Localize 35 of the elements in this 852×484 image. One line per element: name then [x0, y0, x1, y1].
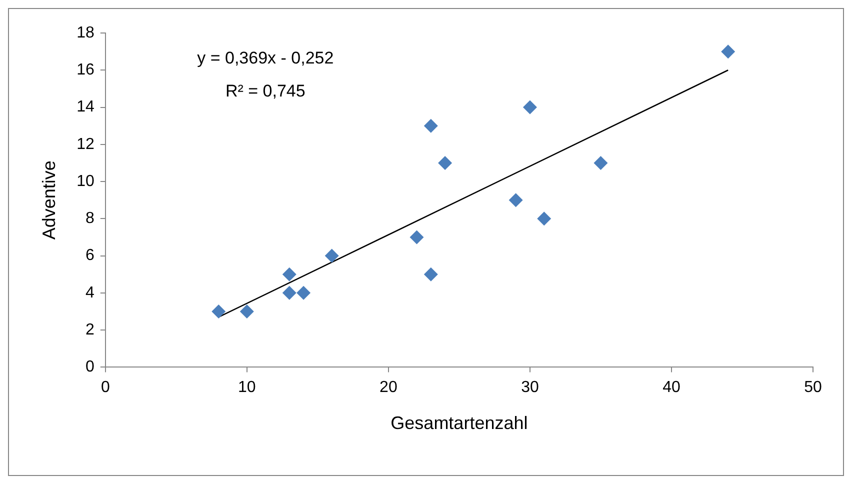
point [296, 286, 311, 300]
point [721, 44, 736, 59]
y-tick-label: 4 [85, 284, 94, 302]
x-tick-label: 0 [100, 379, 110, 396]
y-tick-label: 6 [85, 247, 94, 264]
point [537, 212, 552, 226]
x-tick-label: 40 [662, 379, 680, 396]
point [282, 286, 296, 300]
point [424, 118, 438, 133]
x-tick-label: 50 [804, 379, 822, 396]
y-tick-label: 0 [85, 358, 94, 376]
point [424, 267, 438, 282]
y-tick-label: 10 [76, 172, 94, 190]
y-tick-label: 2 [85, 321, 94, 338]
x-tick-label: 20 [380, 379, 398, 396]
point [410, 230, 424, 244]
x-axis-title: Gesamtartenzahl [390, 413, 528, 434]
x-tick-label: 30 [521, 379, 539, 396]
x-tick-label: 10 [238, 379, 256, 396]
point [324, 248, 339, 263]
annotation: y = 0,369x - 0,252 [197, 48, 334, 68]
y-tick-label: 8 [85, 210, 94, 228]
point [522, 100, 537, 114]
y-axis-title: Adventive [38, 160, 59, 240]
point [594, 156, 608, 170]
y-tick-label: 18 [76, 24, 94, 42]
y-tick-label: 14 [76, 98, 94, 116]
y-tick-label: 16 [76, 62, 94, 79]
point [212, 304, 226, 318]
point [282, 267, 296, 282]
point [438, 156, 452, 170]
point [508, 193, 523, 208]
y-tick-label: 12 [76, 136, 94, 153]
point [240, 304, 254, 318]
annotation: R² = 0,745 [225, 82, 306, 101]
